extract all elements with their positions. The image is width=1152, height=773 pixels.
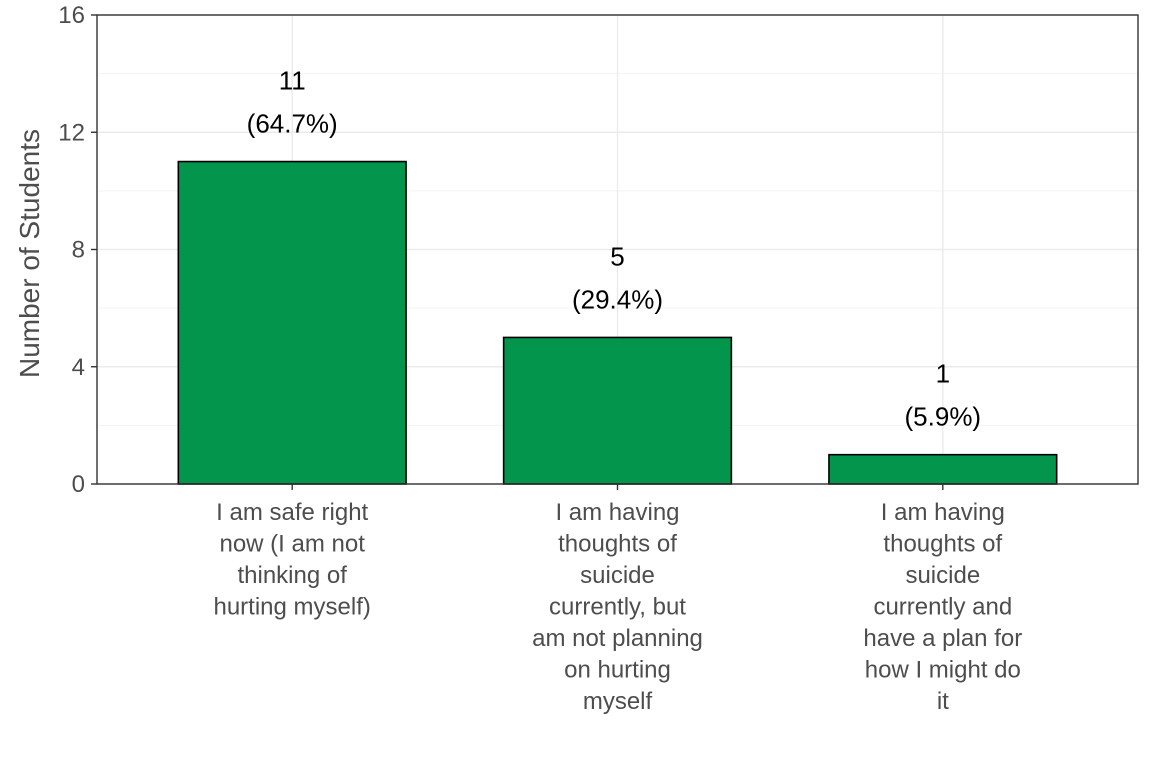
y-tick-label: 4 <box>72 354 85 381</box>
x-tick-label-line: I am having <box>555 499 679 526</box>
data-labels: 11 (64.7%) 5 (29.4%) 1 (5.9%) <box>247 66 981 432</box>
x-tick-label-line: thinking of <box>237 562 347 589</box>
bar-value-label: 5 <box>610 241 624 271</box>
x-tick-label-line: hurting myself) <box>213 594 370 621</box>
y-tick-label: 0 <box>72 471 85 498</box>
x-tick-label-line: on hurting <box>564 657 671 684</box>
x-tick-label-line: myself <box>583 688 653 715</box>
bar-value-label: 1 <box>936 359 950 389</box>
y-tick-label: 8 <box>72 237 85 264</box>
bar-value-label: 11 <box>279 66 306 96</box>
x-tick-label-line: how I might do <box>865 657 1021 684</box>
bar-percent-label: (5.9%) <box>905 402 982 432</box>
x-tick-label: I am safe right now (I am not thinking of h… <box>213 499 370 621</box>
bar-percent-label: (64.7%) <box>247 109 338 139</box>
bar-percent-label: (29.4%) <box>572 284 663 314</box>
x-tick-label-line: currently, but <box>549 594 686 621</box>
y-axis-title: Number of Students <box>14 129 45 378</box>
y-tick-label: 12 <box>58 119 85 146</box>
x-tick-label-line: thoughts of <box>558 531 677 558</box>
bars <box>177 160 1058 485</box>
bar <box>177 160 407 485</box>
axes: 0 4 8 12 16 I am safe right now (I am not think… <box>58 2 1022 715</box>
x-tick-label: I am having thoughts of suicide currently a… <box>863 499 1022 715</box>
x-tick-label-line: I am safe right <box>216 499 368 526</box>
x-tick-label-line: thoughts of <box>883 531 1002 558</box>
x-tick-label-line: I am having <box>881 499 1005 526</box>
bar <box>502 336 733 485</box>
y-tick-label: 16 <box>58 2 85 29</box>
x-tick-label-line: currently and <box>873 594 1012 621</box>
x-tick-label-line: it <box>937 688 949 715</box>
x-tick-label-line: now (I am not <box>219 531 365 558</box>
x-tick-label-line: suicide <box>905 562 980 589</box>
x-tick-label: I am having thoughts of suicide currently, … <box>532 499 703 715</box>
bar <box>828 453 1058 485</box>
x-tick-label-line: am not planning <box>532 625 703 652</box>
x-tick-label-line: suicide <box>580 562 655 589</box>
x-tick-label-line: have a plan for <box>863 625 1022 652</box>
